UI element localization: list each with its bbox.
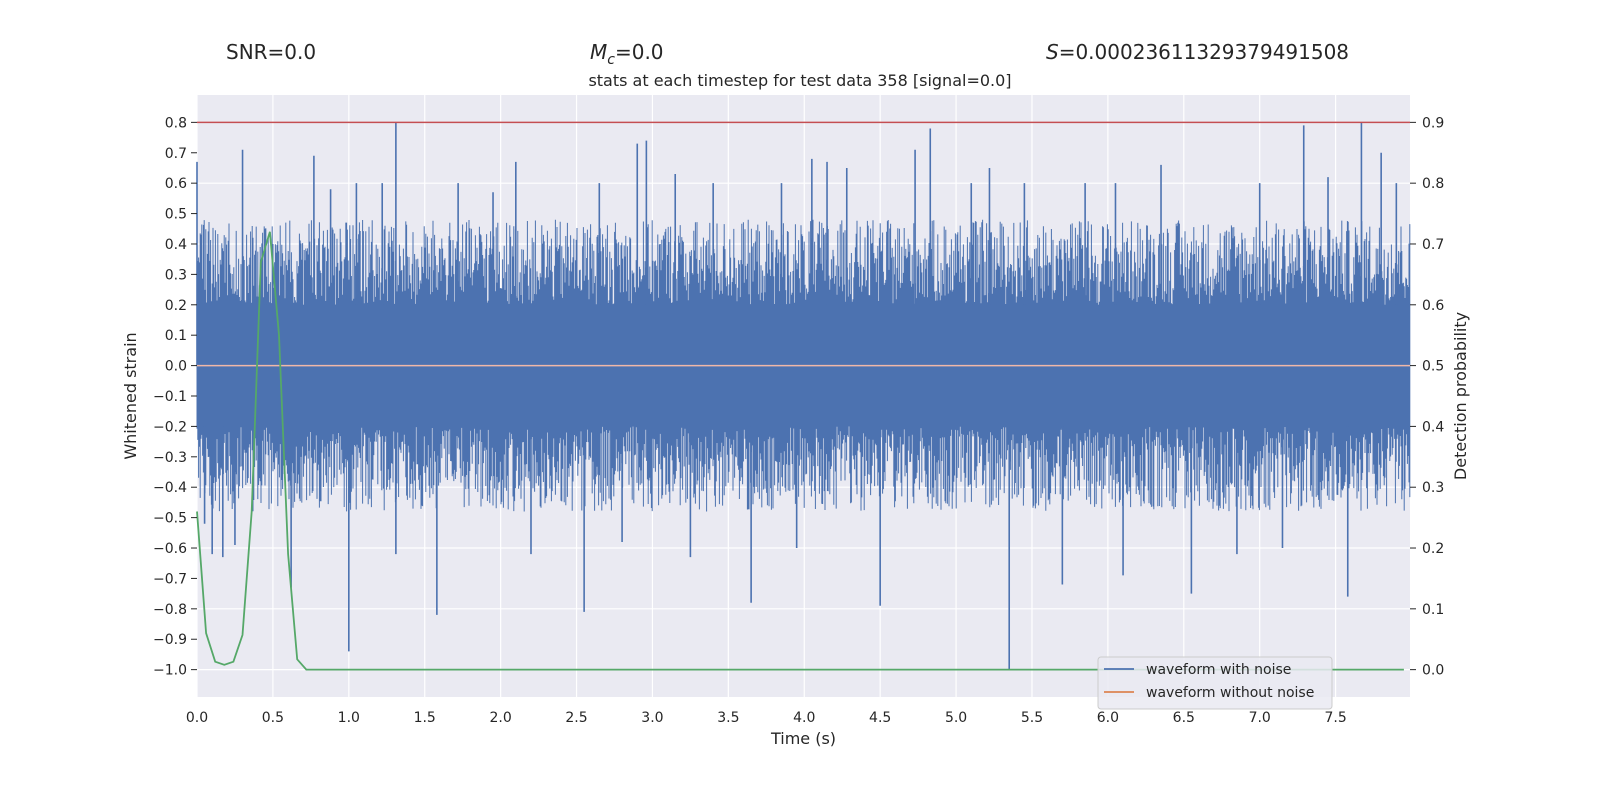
chirp-mass-value: =0.0 <box>614 40 664 64</box>
y-tick-label: −0.2 <box>153 419 187 435</box>
chart-title: stats at each timestep for test data 358… <box>588 71 1012 90</box>
x-tick-label: 4.5 <box>869 710 891 726</box>
chirp-mass-subscript: c <box>607 52 615 68</box>
y-tick-label: 0.4 <box>165 237 187 253</box>
y2-tick-label: 0.0 <box>1422 663 1444 679</box>
y2-tick-label: 0.9 <box>1422 115 1444 131</box>
y2-tick-label: 0.3 <box>1422 480 1444 496</box>
y-tick-label: 0.0 <box>165 359 187 375</box>
x-tick-label: 1.5 <box>414 710 436 726</box>
y-tick-label: 0.2 <box>165 298 187 314</box>
y2-tick-label: 0.8 <box>1422 176 1444 192</box>
noisy-waveform-spikes <box>196 122 1398 670</box>
x-tick-label: 0.5 <box>262 710 284 726</box>
y2-tick-label: 0.1 <box>1422 602 1444 618</box>
x-tick-label: 2.5 <box>565 710 587 726</box>
x-tick-label: 2.0 <box>489 710 511 726</box>
legend-label-clean: waveform without noise <box>1146 685 1314 701</box>
y-tick-label: −0.6 <box>153 541 187 557</box>
y-tick-label: −1.0 <box>153 663 187 679</box>
x-tick-label: 3.5 <box>717 710 739 726</box>
y-tick-label: −0.3 <box>153 450 187 466</box>
y-tick-label: 0.7 <box>165 146 187 162</box>
y2-tick-label: 0.5 <box>1422 359 1444 375</box>
y2-tick-label: 0.4 <box>1422 419 1444 435</box>
x-tick-label: 1.0 <box>338 710 360 726</box>
legend-label-noisy: waveform with noise <box>1146 662 1291 678</box>
y-axis-ticks: 0.8 0.7 0.6 0.5 0.4 0.3 0.2 0.1 0.0 −0.1 −0.2 −0.3 −… <box>153 115 197 679</box>
y-tick-label: −0.8 <box>153 602 187 618</box>
statistic-value: =0.00023611329379491508 <box>1058 40 1350 64</box>
detection-probability-line <box>196 231 1404 671</box>
chirp-mass-symbol: M <box>590 40 608 64</box>
y2-axis-ticks: 0.9 0.8 0.7 0.6 0.5 0.4 0.3 0.2 0.1 0.0 <box>1410 115 1444 679</box>
x-axis-ticks: 0.0 0.5 1.0 1.5 2.0 2.5 3.0 3.5 4.0 4.5 5.0 5.5 6.0 6… <box>186 710 1347 726</box>
x-tick-label: 0.0 <box>186 710 208 726</box>
y-tick-label: −0.9 <box>153 632 187 648</box>
y2-tick-label: 0.6 <box>1422 298 1444 314</box>
x-axis-label: Time (s) <box>770 729 836 748</box>
statistic-label: S=0.00023611329379491508 <box>1046 40 1349 64</box>
x-tick-label: 7.0 <box>1249 710 1271 726</box>
y-tick-label: 0.8 <box>165 115 187 131</box>
legend-box <box>1097 656 1333 710</box>
x-tick-label: 7.5 <box>1324 710 1346 726</box>
legend: waveform with noise waveform without noi… <box>1097 656 1333 710</box>
y2-tick-label: 0.7 <box>1422 237 1444 253</box>
y-tick-label: 0.1 <box>165 328 187 344</box>
x-tick-label: 3.0 <box>641 710 663 726</box>
y-tick-label: 0.5 <box>165 207 187 223</box>
x-tick-label: 4.0 <box>793 710 815 726</box>
y2-tick-label: 0.2 <box>1422 541 1444 557</box>
snr-label: SNR=0.0 <box>226 40 317 64</box>
y-axis-label: Whitened strain <box>121 332 140 459</box>
y2-axis-label: Detection probability <box>1451 312 1470 480</box>
y-tick-label: −0.1 <box>153 389 187 405</box>
statistic-symbol: S <box>1046 40 1059 64</box>
x-tick-label: 5.5 <box>1021 710 1043 726</box>
y-tick-label: 0.3 <box>165 267 187 283</box>
y-tick-label: −0.7 <box>153 571 187 587</box>
y-tick-label: 0.6 <box>165 176 187 192</box>
x-tick-label: 6.0 <box>1097 710 1119 726</box>
y-tick-label: −0.5 <box>153 511 187 527</box>
chirp-mass-label: Mc=0.0 <box>590 40 664 68</box>
y-tick-label: −0.4 <box>153 480 187 496</box>
x-tick-label: 5.0 <box>945 710 967 726</box>
x-tick-label: 6.5 <box>1173 710 1195 726</box>
